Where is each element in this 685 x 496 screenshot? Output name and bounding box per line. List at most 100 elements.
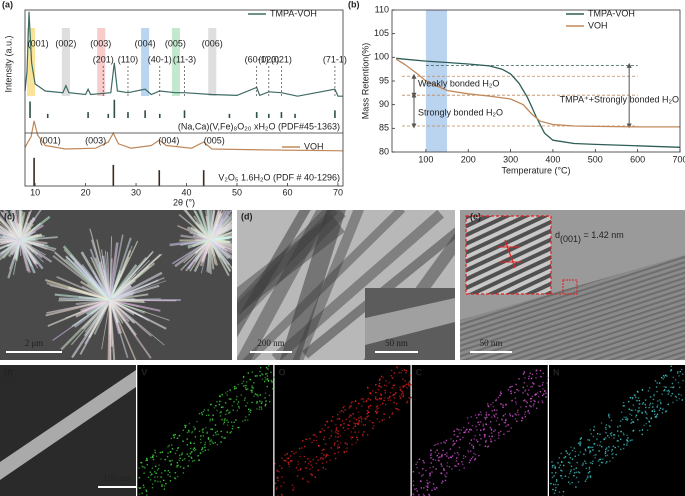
eds-dot xyxy=(505,425,507,427)
eds-dot xyxy=(430,462,432,464)
eds-dot xyxy=(656,413,659,416)
eds-dot xyxy=(390,369,393,372)
eds-dot xyxy=(318,445,321,447)
eds-dot xyxy=(469,459,472,462)
eds-dot xyxy=(350,431,352,433)
eds-dot xyxy=(233,421,235,423)
eds-dot xyxy=(380,375,383,378)
eds-dot xyxy=(438,460,440,462)
eds-dot xyxy=(273,376,275,378)
eds-dot xyxy=(230,431,232,433)
eds-dot xyxy=(281,467,283,469)
eds-dot xyxy=(498,434,500,437)
eds-dot xyxy=(482,425,484,427)
eds-dot xyxy=(312,458,314,461)
eds-dot xyxy=(531,385,534,388)
eds-dot xyxy=(248,410,251,413)
eds-dot xyxy=(345,450,348,453)
eds-dot xyxy=(605,447,608,449)
eds-dot xyxy=(524,416,526,418)
eds-dot xyxy=(635,396,637,399)
eds-dot xyxy=(600,422,603,424)
x-tick-label: 20 xyxy=(81,187,91,197)
eds-dot xyxy=(164,458,166,461)
eds-dot xyxy=(674,395,676,397)
eds-dot xyxy=(530,386,532,388)
eds-dot xyxy=(277,479,279,482)
eds-dot xyxy=(500,393,502,395)
eds-dot xyxy=(527,409,530,412)
eds-dot xyxy=(202,451,204,453)
eds-dot xyxy=(367,434,369,436)
eds-dot xyxy=(146,464,148,466)
eds-dot xyxy=(492,401,494,404)
eds-dot xyxy=(152,458,155,461)
eds-dot xyxy=(505,418,507,421)
eds-dot xyxy=(389,399,392,401)
eds-dot xyxy=(265,400,267,402)
eds-dot xyxy=(635,416,637,418)
highlight-band xyxy=(141,28,150,96)
eds-dot xyxy=(617,430,619,432)
panel-label: (a) xyxy=(2,0,13,9)
eds-dot xyxy=(264,397,266,399)
eds-dot xyxy=(369,404,372,407)
eds-dot xyxy=(274,462,276,465)
eds-dot xyxy=(615,453,617,456)
eds-dot xyxy=(286,457,288,460)
nanosheet xyxy=(109,298,145,303)
eds-dot xyxy=(636,399,638,402)
scale-bar-label: 2 μm xyxy=(25,338,44,348)
eds-dot xyxy=(605,428,607,430)
eds-dot xyxy=(300,468,302,470)
eds-dot xyxy=(459,438,461,441)
eds-dot xyxy=(446,472,448,474)
eds-dot xyxy=(280,493,283,496)
eds-dot xyxy=(644,399,647,401)
x-tick-label: 300 xyxy=(503,154,518,164)
eds-dot xyxy=(337,430,339,432)
eds-dot xyxy=(226,390,229,393)
eds-dot xyxy=(193,450,196,452)
eds-dot xyxy=(331,420,333,422)
eds-dot xyxy=(487,403,489,405)
x-tick-label: 50 xyxy=(232,187,242,197)
peak-label: (001) xyxy=(40,135,61,145)
nanosheet xyxy=(96,239,111,301)
eds-dot xyxy=(217,433,219,436)
element-label: O xyxy=(279,367,286,377)
eds-dot xyxy=(438,456,440,459)
eds-dot xyxy=(608,446,610,448)
eds-dot xyxy=(524,399,526,401)
eds-dot xyxy=(509,386,511,388)
eds-dot xyxy=(474,453,477,456)
eds-dot xyxy=(398,409,400,411)
eds-dot xyxy=(301,447,303,449)
y-tick-label: 85 xyxy=(379,123,389,133)
eds-dot xyxy=(459,432,461,434)
eds-dot xyxy=(295,467,298,469)
eds-dot xyxy=(214,424,217,426)
eds-dot xyxy=(305,467,308,469)
eds-dot xyxy=(380,386,382,388)
eds-dot xyxy=(515,383,517,386)
nanosheet xyxy=(19,234,32,241)
eds-dot xyxy=(504,421,506,424)
eds-dot xyxy=(535,377,537,379)
nanosheet xyxy=(101,299,111,350)
eds-dot xyxy=(436,454,438,457)
eds-dot xyxy=(649,404,651,406)
eds-dot xyxy=(630,418,633,421)
eds-dot xyxy=(223,419,226,422)
eds-dot xyxy=(585,467,587,470)
eds-dot xyxy=(383,384,386,386)
nanosheet xyxy=(54,293,111,302)
temperature-band xyxy=(425,10,448,152)
eds-dot xyxy=(385,380,387,382)
eds-dot xyxy=(647,390,650,392)
eds-dot xyxy=(634,409,637,411)
eds-dot xyxy=(245,385,247,387)
eds-dot xyxy=(286,453,288,455)
eds-dot xyxy=(375,408,378,411)
eds-dot xyxy=(372,427,374,429)
